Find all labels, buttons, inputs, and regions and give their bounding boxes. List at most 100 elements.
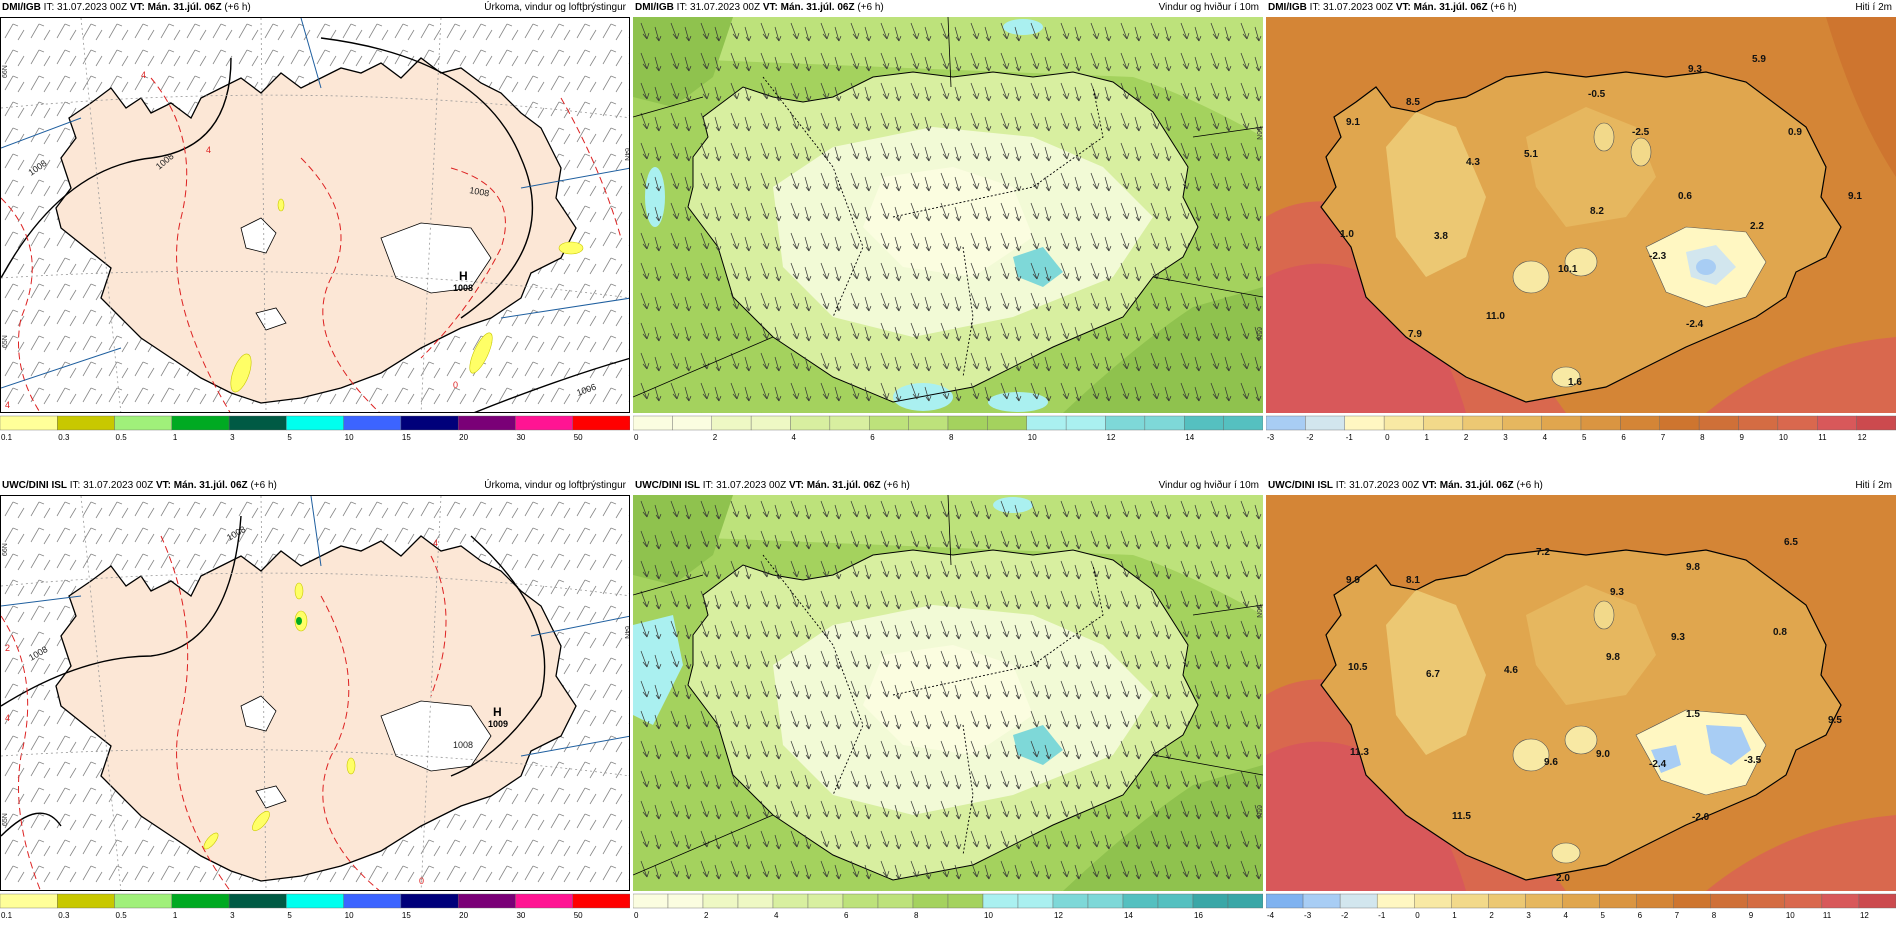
lead-time: (+6 h) xyxy=(857,2,884,13)
colorbar-label: 3 xyxy=(230,433,235,442)
temperature-value: 5.9 xyxy=(1752,54,1766,65)
model-name: DMI/IGB xyxy=(1268,2,1307,13)
colorbar-swatch xyxy=(114,893,173,909)
colorbar-label: 30 xyxy=(516,911,525,920)
temperature-value: 5.1 xyxy=(1524,149,1538,160)
temperature-value: 3.8 xyxy=(1434,231,1448,242)
colorbar-label: 15 xyxy=(402,911,411,920)
colorbar-label: 6 xyxy=(844,911,849,920)
colorbar-swatch xyxy=(1462,415,1503,431)
isobar-label: 1008 xyxy=(453,740,473,750)
colorbar-label: 7 xyxy=(1661,433,1666,442)
colorbar-label: 4 xyxy=(1543,433,1548,442)
colorbar-label: 4 xyxy=(792,433,797,442)
panel-wind-row2: UWC/DINI ISL IT: 31.07.2023 00Z VT: Mán.… xyxy=(633,478,1263,938)
colorbar-label: 0.5 xyxy=(116,433,128,442)
panel-header: DMI/IGB IT: 31.07.2023 00Z VT: Mán. 31.j… xyxy=(633,0,1263,16)
colorbar-swatch xyxy=(171,415,230,431)
temperature-value: -2.4 xyxy=(1649,759,1667,770)
colorbar-swatch xyxy=(987,415,1027,431)
colorbar-swatch xyxy=(737,893,774,909)
precip-colorbar: 0.1 0.3 0.5 1 3 5 10 15 20 30 50 xyxy=(0,892,630,922)
colorbar-label: 15 xyxy=(402,433,411,442)
temperature-value: 11.5 xyxy=(1452,811,1471,822)
lead-time: (+6 h) xyxy=(883,480,910,491)
colorbar-swatch xyxy=(790,415,831,431)
colorbar-swatch xyxy=(908,415,949,431)
colorbar-label: 0 xyxy=(1385,433,1390,442)
wind-colorbar: 0 2 4 6 8 10 12 14 xyxy=(633,414,1263,444)
colorbar-label: 0 xyxy=(1415,911,1420,920)
temperature-value: 7.2 xyxy=(1536,547,1550,558)
precip-map: 66N 65N 64N 1008 1008 1006 1008 4 4 0 4 … xyxy=(0,17,630,413)
colorbar-label: 4 xyxy=(774,911,779,920)
colorbar-swatch xyxy=(1376,893,1415,909)
temperature-value: 9.9 xyxy=(1346,575,1360,586)
init-time: IT: 31.07.2023 00Z xyxy=(676,2,761,13)
colorbar-swatch xyxy=(1383,415,1424,431)
colorbar-swatch xyxy=(457,415,516,431)
colorbar-swatch xyxy=(171,893,230,909)
colorbar-swatch xyxy=(1344,415,1385,431)
panel-header: UWC/DINI ISL IT: 31.07.2023 00Z VT: Mán.… xyxy=(1266,478,1896,494)
colorbar-swatch xyxy=(1266,893,1304,909)
temp-contour-label: 4 xyxy=(433,538,438,548)
colorbar-swatch xyxy=(1192,893,1229,909)
model-name: DMI/IGB xyxy=(2,2,41,13)
colorbar-label: 8 xyxy=(949,433,954,442)
colorbar-label: 12 xyxy=(1054,911,1063,920)
colorbar-label: 6 xyxy=(1638,911,1643,920)
high-pressure-value: 1008 xyxy=(453,283,473,293)
colorbar-swatch xyxy=(1105,415,1146,431)
colorbar-swatch xyxy=(1525,893,1563,909)
colorbar-label: 10 xyxy=(1786,911,1795,920)
panel-title: Hiti í 2m xyxy=(1855,480,1892,491)
lat-label: 66N xyxy=(1255,605,1262,618)
lat-label: 66N xyxy=(2,65,9,78)
temperature-value: 9.8 xyxy=(1686,562,1700,573)
temperature-value: 2.0 xyxy=(1556,873,1570,884)
colorbar-swatch xyxy=(1451,893,1489,909)
high-pressure-value: 1009 xyxy=(488,719,508,729)
colorbar-swatch xyxy=(286,893,344,909)
colorbar-label: 2 xyxy=(713,433,718,442)
colorbar-swatch xyxy=(1777,415,1818,431)
colorbar-label: 10 xyxy=(345,911,354,920)
lead-time: (+6 h) xyxy=(1490,2,1517,13)
colorbar-label: 5 xyxy=(287,433,292,442)
colorbar-swatch xyxy=(672,415,712,431)
colorbar-swatch xyxy=(1026,415,1067,431)
colorbar-label: -1 xyxy=(1346,433,1354,442)
colorbar-swatch xyxy=(947,415,988,431)
colorbar-swatch xyxy=(1821,893,1860,909)
panel-title: Vindur og hviður í 10m xyxy=(1158,480,1259,491)
colorbar-label: -1 xyxy=(1378,911,1386,920)
panel-title: Úrkoma, vindur og loftþrýstingur xyxy=(484,2,626,13)
temperature-value: 8.2 xyxy=(1590,206,1604,217)
temperature-value: 6.7 xyxy=(1426,669,1440,680)
temperature-value: 9.1 xyxy=(1848,191,1862,202)
colorbar-label: 10 xyxy=(345,433,354,442)
high-pressure-marker: H xyxy=(459,269,468,283)
colorbar-label: -2 xyxy=(1306,433,1314,442)
colorbar-swatch xyxy=(228,415,287,431)
colorbar-swatch xyxy=(1856,415,1896,431)
colorbar-swatch xyxy=(711,415,752,431)
temperature-value: 9.0 xyxy=(1596,749,1610,760)
colorbar-swatch xyxy=(343,415,402,431)
colorbar-swatch xyxy=(572,893,630,909)
colorbar-label: 1 xyxy=(1425,433,1430,442)
colorbar-swatch xyxy=(0,415,58,431)
colorbar-swatch xyxy=(1620,415,1660,431)
lead-time: (+6 h) xyxy=(250,480,277,491)
valid-time: Mán. 31.júl. 06Z xyxy=(1439,480,1514,491)
colorbar-swatch xyxy=(1710,893,1748,909)
colorbar-swatch xyxy=(1017,893,1054,909)
colorbar-label: 1 xyxy=(1452,911,1457,920)
temperature-value: 9.5 xyxy=(1828,715,1842,726)
colorbar-label: 10 xyxy=(1028,433,1037,442)
colorbar-label: 6 xyxy=(1621,433,1626,442)
temperature-value: 1.6 xyxy=(1568,377,1582,388)
colorbar-label: 12 xyxy=(1858,433,1867,442)
colorbar-swatch xyxy=(1659,415,1700,431)
